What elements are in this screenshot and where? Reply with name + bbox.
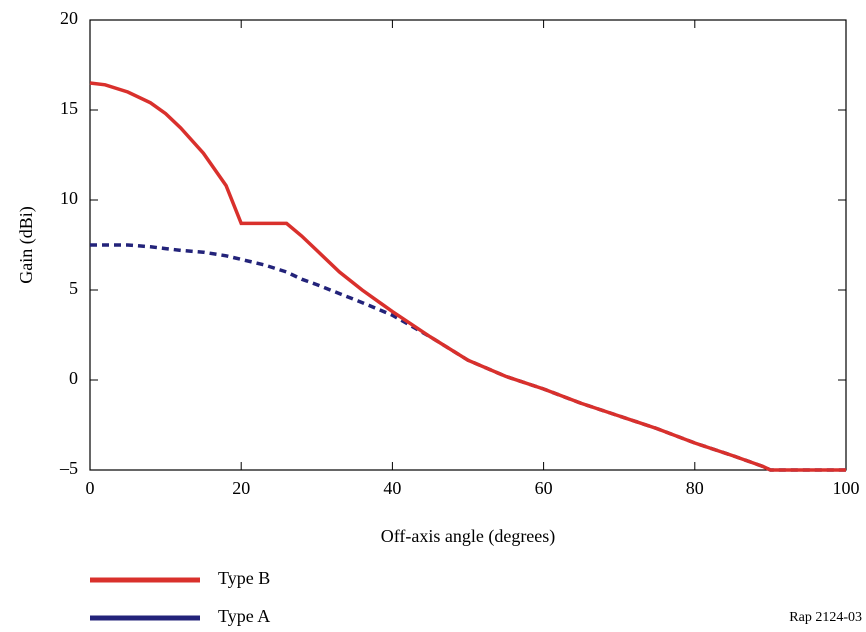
figure-id: Rap 2124-03 (789, 610, 862, 625)
x-tick-label: 100 (833, 478, 860, 498)
y-tick-label: 15 (60, 98, 78, 118)
x-tick-label: 80 (686, 478, 704, 498)
x-tick-label: 40 (383, 478, 401, 498)
y-tick-label: 20 (60, 8, 78, 28)
legend-label: Type B (218, 568, 270, 588)
x-tick-label: 0 (86, 478, 95, 498)
x-tick-label: 60 (535, 478, 553, 498)
legend-label: Type A (218, 606, 270, 626)
plot-frame (89, 19, 847, 471)
series-line (90, 243, 846, 472)
series-line (89, 81, 846, 472)
x-tick-label: 20 (232, 478, 250, 498)
y-tick-label: –5 (59, 458, 78, 478)
y-axis-label: Gain (dBi) (16, 206, 37, 283)
y-tick-label: 10 (60, 188, 78, 208)
y-tick-label: 5 (69, 278, 78, 298)
y-tick-label: 0 (69, 368, 78, 388)
x-axis-label: Off-axis angle (degrees) (381, 526, 556, 547)
